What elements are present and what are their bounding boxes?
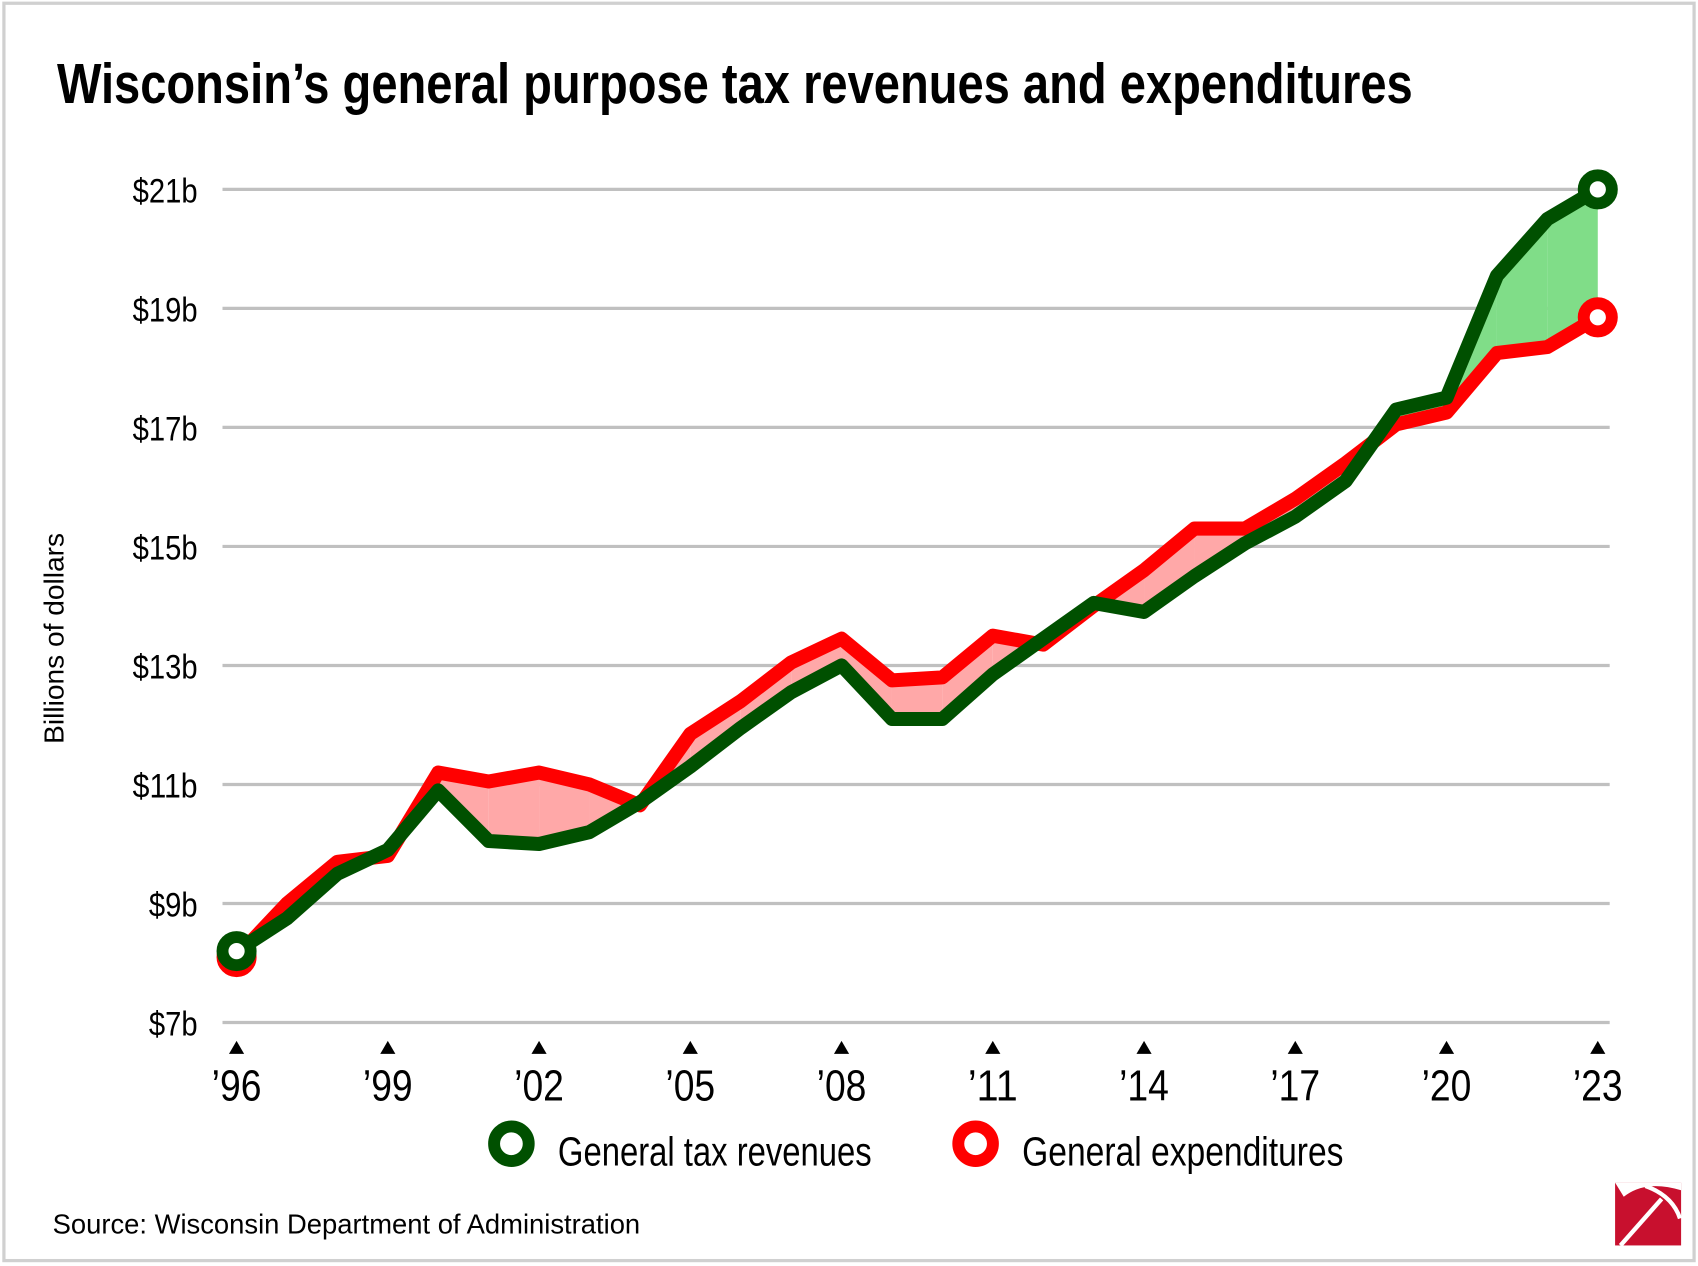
x-tick-label: ’02 [514, 1062, 564, 1110]
x-tick-labels: ’96 ’99 ’02 ’05 ’08 ’11 ’14 ’17 ’20 ’23 [212, 1040, 1623, 1110]
publisher-logo [1615, 1182, 1683, 1247]
x-tick-marker [1136, 1040, 1152, 1054]
x-tick-label: ’05 [665, 1062, 715, 1110]
difference-fill [539, 772, 590, 844]
chart-title: Wisconsin’s general purpose tax revenues… [57, 52, 1413, 115]
x-tick-marker [1287, 1040, 1303, 1054]
y-tick-labels: $7b $9b $11b $13b $15b $17b $19b $21b [133, 172, 198, 1043]
difference-fill [1496, 219, 1548, 354]
legend-item-expenditures: General expenditures [952, 1120, 1343, 1174]
y-tick-label: $9b [149, 886, 198, 924]
endpoint-marker-revenues [1577, 169, 1618, 210]
y-tick-label: $11b [133, 767, 198, 805]
x-tick-marker [1590, 1040, 1606, 1054]
difference-fill [891, 677, 943, 720]
legend: General tax revenues General expenditure… [488, 1120, 1343, 1174]
y-tick-label: $13b [133, 648, 198, 686]
legend-marker-revenues [488, 1120, 535, 1167]
legend-label-revenues: General tax revenues [558, 1128, 872, 1174]
legend-marker-expenditures [952, 1120, 999, 1167]
endpoint-marker-revenues [216, 931, 257, 972]
series-lines [216, 169, 1618, 978]
difference-fill [1144, 528, 1195, 612]
x-tick-label: ’14 [1119, 1062, 1169, 1110]
x-tick-label: ’08 [817, 1062, 867, 1110]
y-tick-label: $21b [133, 172, 198, 210]
difference-fill [942, 635, 993, 720]
x-tick-marker [833, 1040, 850, 1054]
y-tick-label: $17b [133, 410, 198, 448]
endpoint-marker-expenditures [1577, 297, 1618, 338]
x-tick-marker [1438, 1040, 1455, 1054]
legend-label-expenditures: General expenditures [1022, 1128, 1343, 1174]
x-tick-marker [228, 1040, 245, 1054]
y-axis-label: Billions of dollars [38, 533, 69, 744]
x-tick-marker [531, 1040, 547, 1054]
y-tick-label: $15b [133, 529, 198, 567]
x-tick-marker [380, 1040, 396, 1054]
y-tick-label: $7b [149, 1006, 198, 1044]
x-tick-marker [682, 1040, 698, 1054]
x-tick-label: ’20 [1422, 1062, 1472, 1110]
source-note: Source: Wisconsin Department of Administ… [53, 1209, 641, 1240]
x-tick-label: ’96 [212, 1062, 262, 1110]
difference-fill [488, 772, 540, 844]
x-tick-label: ’17 [1270, 1062, 1320, 1110]
x-tick-label: ’23 [1573, 1062, 1623, 1110]
x-tick-marker [985, 1040, 1001, 1054]
line-revenues [232, 183, 1602, 958]
x-tick-label: ’11 [968, 1062, 1018, 1110]
y-tick-label: $19b [133, 291, 198, 329]
legend-item-revenues: General tax revenues [488, 1120, 872, 1174]
x-tick-label: ’99 [363, 1062, 413, 1110]
